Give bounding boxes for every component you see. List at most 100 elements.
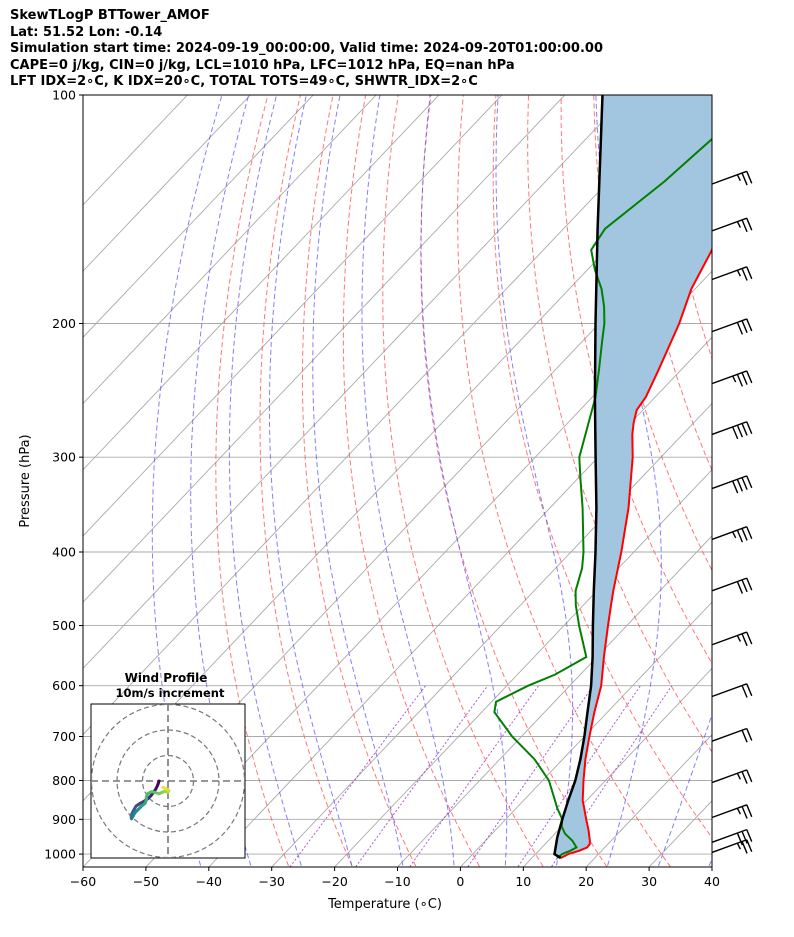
barb-staff xyxy=(711,318,747,333)
barb-half-flag xyxy=(732,531,737,539)
barb-flag xyxy=(736,322,744,335)
axes-layer: −60 −50 −40 −30 −20 −10 0 10 20 30 40 100 200 300 400 5… xyxy=(44,88,720,890)
wind-barb xyxy=(711,577,753,594)
barb-half-flag xyxy=(736,842,741,850)
wind-barb xyxy=(711,370,753,387)
isotherm-line xyxy=(83,95,566,603)
wind-barb xyxy=(711,683,753,698)
x-tick-label: −30 xyxy=(259,874,285,889)
wind-barb xyxy=(711,839,753,854)
barb-flag xyxy=(741,633,748,647)
hodograph-title: Wind Profile xyxy=(125,671,208,685)
barb-staff xyxy=(711,217,747,232)
barb-flag xyxy=(746,475,753,489)
barb-flag xyxy=(741,172,748,186)
barb-staff xyxy=(711,769,747,784)
wind-barb xyxy=(711,475,753,494)
title-cape-indices: CAPE=0 j/kg, CIN=0 j/kg, LCL=1010 hPa, L… xyxy=(10,57,515,73)
isotherm-line xyxy=(83,95,314,338)
barb-flag xyxy=(732,426,739,440)
barb-flag xyxy=(746,217,753,231)
data-layer xyxy=(493,95,712,860)
y-tick-label: 1000 xyxy=(44,847,76,862)
barb-staff xyxy=(711,727,747,742)
barb-staff xyxy=(711,475,747,490)
barb-flag xyxy=(741,685,748,698)
isotherm-line xyxy=(145,270,712,867)
barb-flag xyxy=(741,372,748,385)
dry-adiabat xyxy=(720,60,794,873)
x-tick-label: −10 xyxy=(384,874,410,889)
barb-staff xyxy=(711,577,747,592)
isotherm-line xyxy=(83,95,629,670)
isotherm-line xyxy=(83,95,189,206)
parcel-line xyxy=(553,95,604,860)
barb-flag xyxy=(746,526,753,539)
barb-flag xyxy=(746,577,753,591)
moist-adiabat xyxy=(269,95,353,867)
wind-barb xyxy=(711,217,753,233)
barb-flag xyxy=(736,424,744,438)
barb-flag xyxy=(741,320,748,333)
barb-staff xyxy=(711,370,747,385)
mixing-ratio-line xyxy=(517,685,641,867)
y-tick-label: 200 xyxy=(52,316,76,331)
y-tick-label: 100 xyxy=(52,88,76,103)
isotherm-line xyxy=(83,95,692,736)
barb-flag xyxy=(746,829,753,842)
barb-flag xyxy=(741,219,748,233)
dry-adiabat xyxy=(625,95,712,472)
barb-flag xyxy=(746,683,753,697)
barb-flag xyxy=(746,728,753,741)
x-tick-label: 0 xyxy=(456,874,464,889)
wind-barb xyxy=(711,421,753,440)
barb-flag xyxy=(736,581,744,594)
wind-barb xyxy=(711,828,753,846)
x-tick-label: 40 xyxy=(704,874,720,889)
barb-flag xyxy=(736,832,744,846)
barb-flag xyxy=(741,528,748,541)
barb-staff xyxy=(711,839,747,854)
wind-barb xyxy=(711,727,753,743)
barb-flag xyxy=(746,631,753,645)
wind-barb xyxy=(711,804,753,819)
barb-flag xyxy=(741,831,748,844)
x-tick-label: −20 xyxy=(321,874,347,889)
barb-half-flag xyxy=(736,269,741,277)
hodograph-segment xyxy=(161,785,167,791)
isotherm-line xyxy=(333,469,712,867)
barb-flag xyxy=(741,579,748,593)
isotherm-line xyxy=(208,336,712,867)
isotherm-line xyxy=(83,95,251,272)
barb-flag xyxy=(741,841,748,854)
barb-flag xyxy=(746,421,753,435)
cape-shading xyxy=(554,95,712,858)
mixing-ratio-line xyxy=(289,685,426,867)
barb-flag xyxy=(736,479,744,492)
isotherm-line xyxy=(757,60,794,885)
title-times: Simulation start time: 2024-09-19_00:00:… xyxy=(10,41,603,56)
isotherm-line xyxy=(271,402,712,867)
barb-flag xyxy=(746,266,753,280)
y-tick-label: 500 xyxy=(52,618,76,633)
title-station: SkewTLogP BTTower_AMOF xyxy=(10,8,210,23)
barb-flag xyxy=(746,804,753,818)
wind-barb xyxy=(711,526,753,543)
x-tick-label: 20 xyxy=(578,874,594,889)
moist-adiabat xyxy=(657,713,712,867)
chart-title: SkewTLogP BTTower_AMOF Lat: 51.52 Lon: -… xyxy=(10,8,603,91)
hodograph-ring xyxy=(91,704,245,858)
wind-barb xyxy=(711,318,753,335)
y-tick-label: 300 xyxy=(52,450,76,465)
barb-half-flag xyxy=(736,772,741,780)
barb-flag xyxy=(746,318,753,332)
mixing-ratio-line xyxy=(408,685,540,867)
dry-adiabat xyxy=(215,95,290,867)
moist-adiabat xyxy=(708,857,712,867)
barb-flag xyxy=(741,477,748,490)
barb-staff xyxy=(711,421,747,436)
barb-staff xyxy=(711,804,747,819)
wind-barb xyxy=(711,266,753,281)
barb-flag xyxy=(746,839,753,853)
